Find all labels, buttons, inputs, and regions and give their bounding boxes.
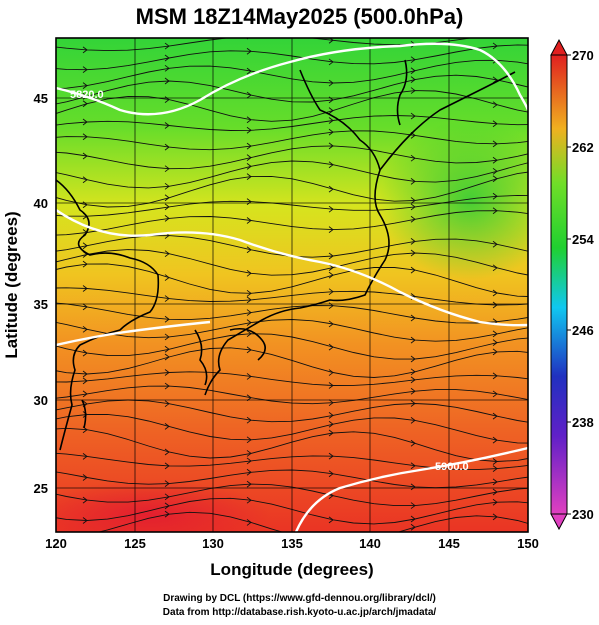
colorbar-tick: 238 [572, 415, 594, 430]
y-tick-label: 40 [34, 196, 48, 211]
streamline [56, 38, 474, 52]
x-tick-label: 120 [45, 536, 67, 551]
x-tick-label: 150 [517, 536, 539, 551]
geopotential-contours [56, 42, 528, 532]
y-axis: 25 30 35 40 45 Latitude (degrees) [2, 91, 48, 496]
streamline-arrow [493, 31, 497, 37]
page-title: MSM 18Z14May2025 (500.0hPa) [135, 4, 464, 29]
colorbar-bar [550, 54, 568, 515]
x-tick-label: 145 [438, 536, 460, 551]
x-tick-label: 135 [281, 536, 303, 551]
cool-anomaly [380, 120, 528, 280]
colorbar: 270 262 254 246 238 230 [550, 38, 594, 531]
contour-label-5900: 5900.0 [435, 461, 469, 473]
colorbar-min-arrow [550, 513, 568, 531]
x-tick-label: 130 [202, 536, 224, 551]
credit-data: Data from http://database.rish.kyoto-u.a… [162, 607, 437, 618]
colorbar-tick: 230 [572, 507, 594, 522]
plot-frame [55, 37, 529, 533]
x-axis-title: Longitude (degrees) [210, 560, 373, 579]
streamline-arrow [329, 539, 333, 545]
x-axis: 120 125 130 135 140 145 150 Longitude (d… [45, 536, 539, 579]
streamline [97, 511, 528, 532]
colorbar-max-arrow [550, 38, 568, 56]
credit-drawing: Drawing by DCL (https://www.gfd-dennou.o… [163, 593, 436, 604]
x-tick-label: 125 [124, 536, 146, 551]
plot-area: 5820.0 5900.0 [56, 31, 528, 545]
y-tick-label: 25 [34, 481, 48, 496]
lat-lon-grid [56, 38, 528, 532]
x-tick-label: 140 [359, 536, 381, 551]
y-tick-label: 30 [34, 393, 48, 408]
contour-label-5820: 5820.0 [70, 89, 104, 101]
credits: Drawing by DCL (https://www.gfd-dennou.o… [0, 592, 599, 620]
colorbar-tick: 270 [572, 48, 594, 63]
streamline-arrow [82, 531, 84, 532]
colorbar-tick: 262 [572, 140, 594, 155]
colorbar-tick: 254 [572, 232, 594, 247]
coastline [56, 59, 516, 451]
y-tick-label: 35 [34, 297, 48, 312]
colorbar-tick: 246 [572, 323, 594, 338]
y-tick-label: 45 [34, 91, 48, 106]
y-axis-title: Latitude (degrees) [2, 211, 21, 358]
